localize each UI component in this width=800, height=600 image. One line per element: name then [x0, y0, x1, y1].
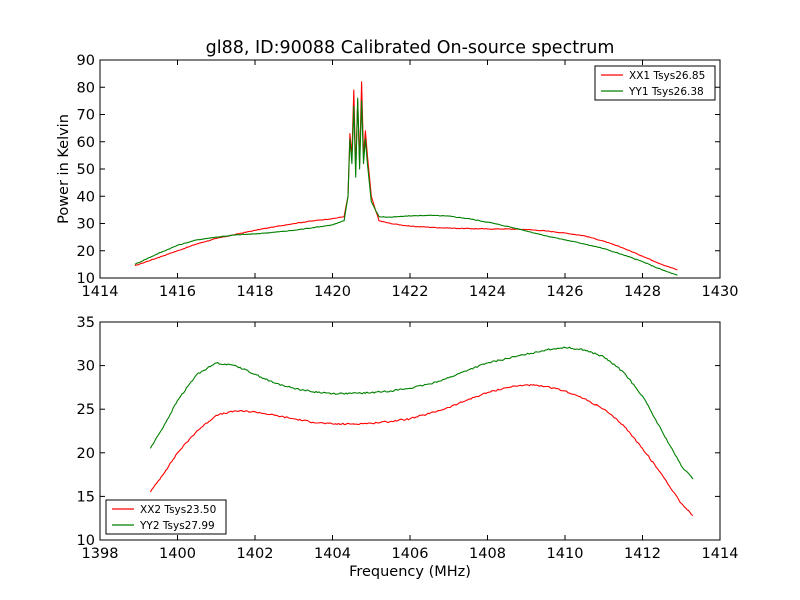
y-tick-label: 50: [77, 162, 95, 178]
y-tick-label: 15: [77, 489, 95, 505]
x-tick-label: 1406: [392, 546, 429, 562]
y-tick-label: 30: [77, 359, 95, 375]
y-tick-label: 90: [77, 53, 95, 69]
x-tick-label: 1414: [702, 546, 739, 562]
x-tick-label: 1414: [82, 284, 119, 300]
y-tick-label: 20: [77, 244, 95, 260]
x-tick-label: 1404: [314, 546, 351, 562]
legend: XX2 Tsys23.50 YY2 Tsys27.99: [105, 499, 227, 535]
x-axis-label: Frequency (MHz): [349, 564, 471, 580]
legend-label: XX2 Tsys23.50: [140, 504, 216, 516]
series-group: [134, 81, 678, 276]
x-tick-label: 1430: [702, 284, 739, 300]
y-tick-label: 10: [77, 271, 95, 287]
x-tick-label: 1400: [159, 546, 196, 562]
y-tick-label: 60: [77, 135, 95, 151]
series-line-yy: [149, 346, 694, 480]
x-tick-label: 1426: [547, 284, 584, 300]
legend-label: YY2 Tsys27.99: [139, 520, 215, 532]
legend-box: [594, 65, 716, 101]
series-line-xx: [149, 384, 694, 517]
x-tick-label: 1410: [547, 546, 584, 562]
x-tick-label: 1398: [82, 546, 119, 562]
x-tick-label: 1408: [469, 546, 506, 562]
figure-title: gl88, ID:90088 Calibrated On-source spec…: [206, 38, 615, 58]
series-line-yy: [134, 97, 678, 276]
legend: XX1 Tsys26.85 YY1 Tsys26.38: [594, 65, 716, 101]
y-tick-label: 40: [77, 189, 95, 205]
legend-label: YY1 Tsys26.38: [628, 86, 704, 98]
x-tick-label: 1420: [314, 284, 351, 300]
legend-label: XX1 Tsys26.85: [629, 70, 705, 82]
series-group: [149, 346, 694, 517]
y-tick-label: 35: [77, 315, 95, 331]
bottom-spectrum-panel: 1398 1400 1402 1404 1406 1408 1410 1412 1414 10 15…: [77, 315, 739, 580]
x-tick-label: 1418: [237, 284, 274, 300]
x-tick-label: 1402: [237, 546, 274, 562]
y-tick-label: 70: [77, 108, 95, 124]
y-tick-label: 25: [77, 402, 95, 418]
x-tick-label: 1416: [159, 284, 196, 300]
y-axis-label: Power in Kelvin: [56, 114, 72, 224]
x-tick-label: 1428: [624, 284, 661, 300]
y-tick-label: 10: [77, 533, 95, 549]
legend-box: [105, 499, 227, 535]
x-tick-label: 1424: [469, 284, 506, 300]
x-tick-label: 1412: [624, 546, 661, 562]
top-spectrum-panel: 1414 1416 1418 1420 1422 1424 1426 1428 1430 10 20…: [56, 53, 738, 300]
y-tick-label: 30: [77, 217, 95, 233]
y-tick-label: 80: [77, 80, 95, 96]
x-tick-label: 1422: [392, 284, 429, 300]
y-tick-label: 20: [77, 446, 95, 462]
